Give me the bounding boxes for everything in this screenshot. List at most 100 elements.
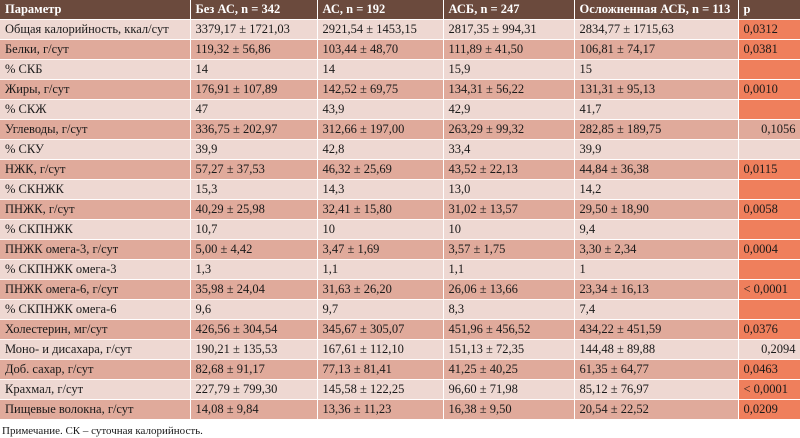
row-p-value <box>738 139 800 160</box>
row-value-cell: 35,98 ± 24,04 <box>190 279 318 300</box>
row-label: ПНЖК омега-6, г/сут <box>0 279 191 300</box>
row-label: Доб. сахар, г/сут <box>0 359 191 380</box>
row-value-cell: 144,48 ± 89,88 <box>574 339 739 360</box>
row-p-value: 0,0312 <box>738 19 800 40</box>
row-value-cell: 41,25 ± 40,25 <box>443 359 575 380</box>
table-row: % СКУ 39,9 42,8 33,4 39,9 <box>0 139 800 160</box>
header-as: АС, n = 192 <box>317 0 444 20</box>
row-label: Общая калорийность, ккал/сут <box>0 19 191 40</box>
row-value-cell: 82,68 ± 91,17 <box>190 359 318 380</box>
row-value-cell: 3,57 ± 1,75 <box>443 239 575 260</box>
table-row: ПНЖК омега-6, г/сут 35,98 ± 24,04 31,63 ± … <box>0 279 800 300</box>
row-label: Холестерин, мг/сут <box>0 319 191 340</box>
row-value-cell: 41,7 <box>574 99 739 120</box>
row-p-value <box>738 299 800 320</box>
row-value-cell: 9,4 <box>574 219 739 240</box>
row-value-cell: 15,9 <box>443 59 575 80</box>
row-value-cell: 167,61 ± 112,10 <box>317 339 444 360</box>
table-note: Примечание. СК – суточная калорийность. <box>2 425 203 437</box>
table-row: Холестерин, мг/сут 426,56 ± 304,54 345,67 … <box>0 319 800 340</box>
row-value-cell: 2817,35 ± 994,31 <box>443 19 575 40</box>
row-value-cell: 190,21 ± 135,53 <box>190 339 318 360</box>
table-row: % СКНЖК 15,3 14,3 13,0 14,2 <box>0 179 800 200</box>
row-value-cell: 3379,17 ± 1721,03 <box>190 19 318 40</box>
row-value-cell: 61,35 ± 64,77 <box>574 359 739 380</box>
row-value-cell: 282,85 ± 189,75 <box>574 119 739 140</box>
row-p-value <box>738 99 800 120</box>
header-p: p <box>738 0 800 20</box>
table-row: Моно- и дисахара, г/сут 190,21 ± 135,53 16… <box>0 339 800 360</box>
row-value-cell: 13,0 <box>443 179 575 200</box>
row-value-cell: 43,9 <box>317 99 444 120</box>
table-row: НЖК, г/сут 57,27 ± 37,53 46,32 ± 25,69 43,5… <box>0 159 800 180</box>
row-label: % СКЖ <box>0 99 191 120</box>
table-body: Общая калорийность, ккал/сут 3379,17 ± 17… <box>0 19 800 420</box>
row-value-cell: 29,50 ± 18,90 <box>574 199 739 220</box>
row-label: % СКБ <box>0 59 191 80</box>
row-value-cell: 42,8 <box>317 139 444 160</box>
row-label: Моно- и дисахара, г/сут <box>0 339 191 360</box>
row-value-cell: 8,3 <box>443 299 575 320</box>
row-p-value: < 0,0001 <box>738 279 800 300</box>
row-p-value <box>738 219 800 240</box>
row-value-cell: 2834,77 ± 1715,63 <box>574 19 739 40</box>
table-row: Белки, г/сут 119,32 ± 56,86 103,44 ± 48,70… <box>0 39 800 60</box>
row-value-cell: 1,1 <box>317 259 444 280</box>
row-value-cell: 96,60 ± 71,98 <box>443 379 575 400</box>
table-row: ПНЖК омега-3, г/сут 5,00 ± 4,42 3,47 ± 1,6… <box>0 239 800 260</box>
row-value-cell: 33,4 <box>443 139 575 160</box>
row-p-value: 0,1056 <box>738 119 800 140</box>
row-label: % СКПНЖК омега-3 <box>0 259 191 280</box>
row-label: Углеводы, г/сут <box>0 119 191 140</box>
row-value-cell: 26,06 ± 13,66 <box>443 279 575 300</box>
table-row: Углеводы, г/сут 336,75 ± 202,97 312,66 ± 1… <box>0 119 800 140</box>
row-value-cell: 1,1 <box>443 259 575 280</box>
row-value-cell: 31,02 ± 13,57 <box>443 199 575 220</box>
row-value-cell: 336,75 ± 202,97 <box>190 119 318 140</box>
row-value-cell: 85,12 ± 76,97 <box>574 379 739 400</box>
table-row: % СКБ 14 14 15,9 15 <box>0 59 800 80</box>
row-value-cell: 134,31 ± 56,22 <box>443 79 575 100</box>
nutrition-table: Параметр Без АС, n = 342 АС, n = 192 АСБ… <box>0 0 800 420</box>
row-p-value: 0,0381 <box>738 39 800 60</box>
row-value-cell: 111,89 ± 41,50 <box>443 39 575 60</box>
row-value-cell: 3,47 ± 1,69 <box>317 239 444 260</box>
table-row: Доб. сахар, г/сут 82,68 ± 91,17 77,13 ± 81… <box>0 359 800 380</box>
row-label: Жиры, г/сут <box>0 79 191 100</box>
row-value-cell: 40,29 ± 25,98 <box>190 199 318 220</box>
row-label: % СКПНЖК омега-6 <box>0 299 191 320</box>
row-label: % СКНЖК <box>0 179 191 200</box>
row-value-cell: 39,9 <box>190 139 318 160</box>
row-value-cell: 14,2 <box>574 179 739 200</box>
row-label: Белки, г/сут <box>0 39 191 60</box>
header-complicated-asb: Осложненная АСБ, n = 113 <box>574 0 739 20</box>
header-asb: АСБ, n = 247 <box>443 0 575 20</box>
row-p-value: 0,0004 <box>738 239 800 260</box>
row-value-cell: 9,7 <box>317 299 444 320</box>
row-value-cell: 1,3 <box>190 259 318 280</box>
row-value-cell: 10 <box>443 219 575 240</box>
row-label: Крахмал, г/сут <box>0 379 191 400</box>
row-value-cell: 1 <box>574 259 739 280</box>
row-value-cell: 426,56 ± 304,54 <box>190 319 318 340</box>
header-parameter: Параметр <box>0 0 191 20</box>
row-p-value: 0,0463 <box>738 359 800 380</box>
row-label: ПНЖК, г/сут <box>0 199 191 220</box>
row-value-cell: 15,3 <box>190 179 318 200</box>
row-value-cell: 3,30 ± 2,34 <box>574 239 739 260</box>
row-value-cell: 345,67 ± 305,07 <box>317 319 444 340</box>
row-value-cell: 10,7 <box>190 219 318 240</box>
row-value-cell: 451,96 ± 456,52 <box>443 319 575 340</box>
row-value-cell: 23,34 ± 16,13 <box>574 279 739 300</box>
row-value-cell: 14 <box>317 59 444 80</box>
row-value-cell: 227,79 ± 799,30 <box>190 379 318 400</box>
row-value-cell: 32,41 ± 15,80 <box>317 199 444 220</box>
row-label: ПНЖК омега-3, г/сут <box>0 239 191 260</box>
table-row: % СКЖ 47 43,9 42,9 41,7 <box>0 99 800 120</box>
row-value-cell: 119,32 ± 56,86 <box>190 39 318 60</box>
row-value-cell: 142,52 ± 69,75 <box>317 79 444 100</box>
row-value-cell: 10 <box>317 219 444 240</box>
row-label: % СКУ <box>0 139 191 160</box>
row-value-cell: 31,63 ± 26,20 <box>317 279 444 300</box>
row-p-value: 0,0376 <box>738 319 800 340</box>
